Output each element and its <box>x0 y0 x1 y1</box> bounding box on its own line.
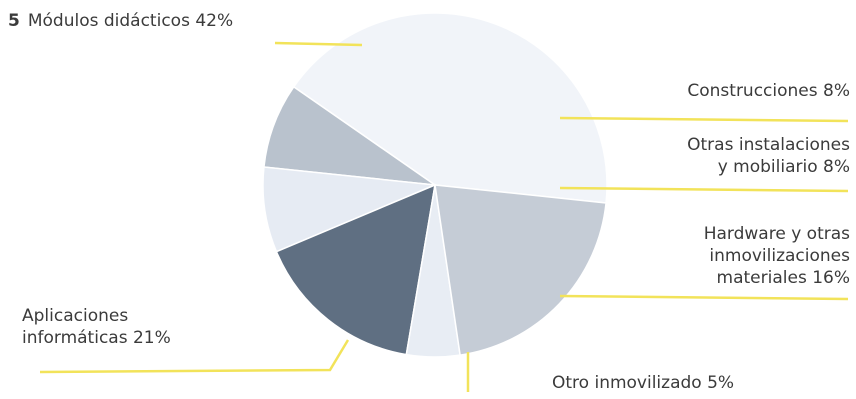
leader-line <box>559 186 849 193</box>
slice-label-line: inmovilizaciones <box>709 246 850 266</box>
slice-label-line: Módulos didácticos 42% <box>27 11 234 31</box>
pie-slice <box>275 183 436 356</box>
slice-label-line: Construcciones 8% <box>687 81 850 101</box>
slice-label-otras-instalaciones: Otras instalaciones y mobiliario 8% <box>687 134 850 178</box>
leader-line <box>559 294 849 301</box>
leader-line <box>559 116 849 123</box>
pie-slices <box>262 12 608 358</box>
slice-label-construcciones: Construcciones 8% <box>687 80 850 102</box>
slice-label-aplicaciones-informaticas: Aplicaciones informáticas 21% <box>22 305 171 349</box>
slice-label-line: materiales 16% <box>716 268 850 288</box>
leader-lines <box>39 41 849 392</box>
slice-label-line: Aplicaciones <box>22 306 129 326</box>
leader-line <box>274 41 363 47</box>
bullet-number: 5 <box>8 11 20 31</box>
slice-label-line: Otro inmovilizado 5% <box>552 373 735 393</box>
slice-label-line: Otras instalaciones <box>687 135 850 155</box>
slice-label-modulos-didacticos: 5 Módulos didácticos 42% <box>8 10 233 32</box>
slice-label-line: y mobiliario 8% <box>717 157 850 177</box>
slice-label-hardware: Hardware y otras inmovilizaciones materi… <box>704 223 850 289</box>
slice-label-otro-inmovilizado: Otro inmovilizado 5% <box>552 372 734 394</box>
slice-label-line: informáticas 21% <box>22 328 171 348</box>
leader-line <box>39 339 350 374</box>
pie-slice <box>434 184 607 357</box>
slice-label-line: Hardware y otras <box>703 224 850 244</box>
